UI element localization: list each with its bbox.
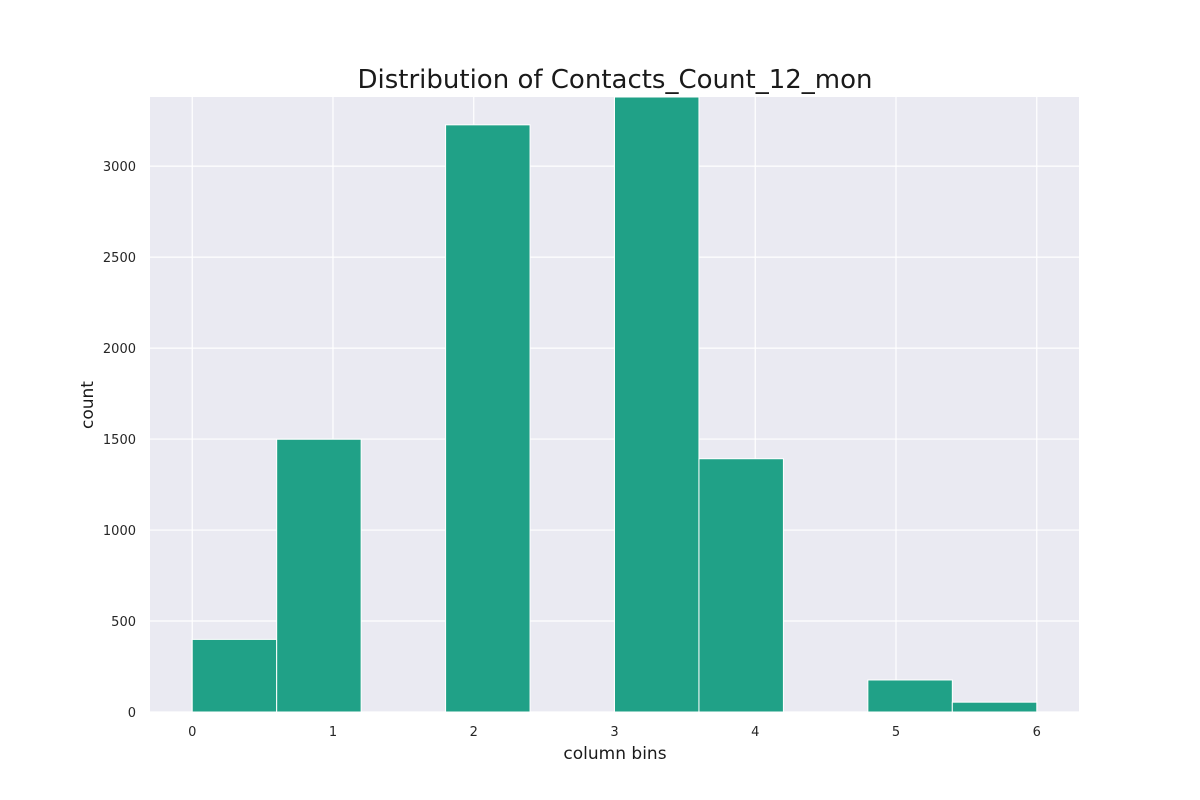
x-tick-label: 3: [610, 725, 618, 740]
chart-title: Distribution of Contacts_Count_12_mon: [358, 65, 873, 95]
y-tick-label: 1500: [103, 433, 136, 448]
x-tick-label: 2: [470, 725, 478, 740]
y-axis-label: count: [78, 381, 98, 429]
histogram-bar: [276, 438, 362, 713]
histogram-bar: [191, 638, 278, 713]
x-tick-label: 1: [329, 725, 337, 740]
histogram-bar: [951, 701, 1038, 713]
bars-group: [191, 96, 1038, 713]
x-axis-ticks: 0 1 2 3 4 5 6: [188, 725, 1041, 740]
x-axis-label: column bins: [563, 744, 666, 764]
x-tick-label: 4: [751, 725, 759, 740]
histogram-bar: [445, 124, 531, 713]
histogram-bar: [698, 458, 784, 713]
y-tick-label: 2500: [103, 251, 136, 266]
x-tick-label: 5: [892, 725, 900, 740]
y-tick-label: 3000: [103, 160, 136, 175]
y-tick-label: 0: [128, 706, 136, 721]
y-tick-label: 2000: [103, 342, 136, 357]
histogram-bar: [614, 96, 700, 713]
y-axis-ticks: 0 500 1000 1500 2000 2500 3000: [103, 160, 136, 721]
x-tick-label: 6: [1033, 725, 1041, 740]
y-tick-label: 500: [111, 615, 136, 630]
x-tick-label: 0: [188, 725, 196, 740]
y-tick-label: 1000: [103, 524, 136, 539]
histogram-bar: [867, 679, 953, 713]
